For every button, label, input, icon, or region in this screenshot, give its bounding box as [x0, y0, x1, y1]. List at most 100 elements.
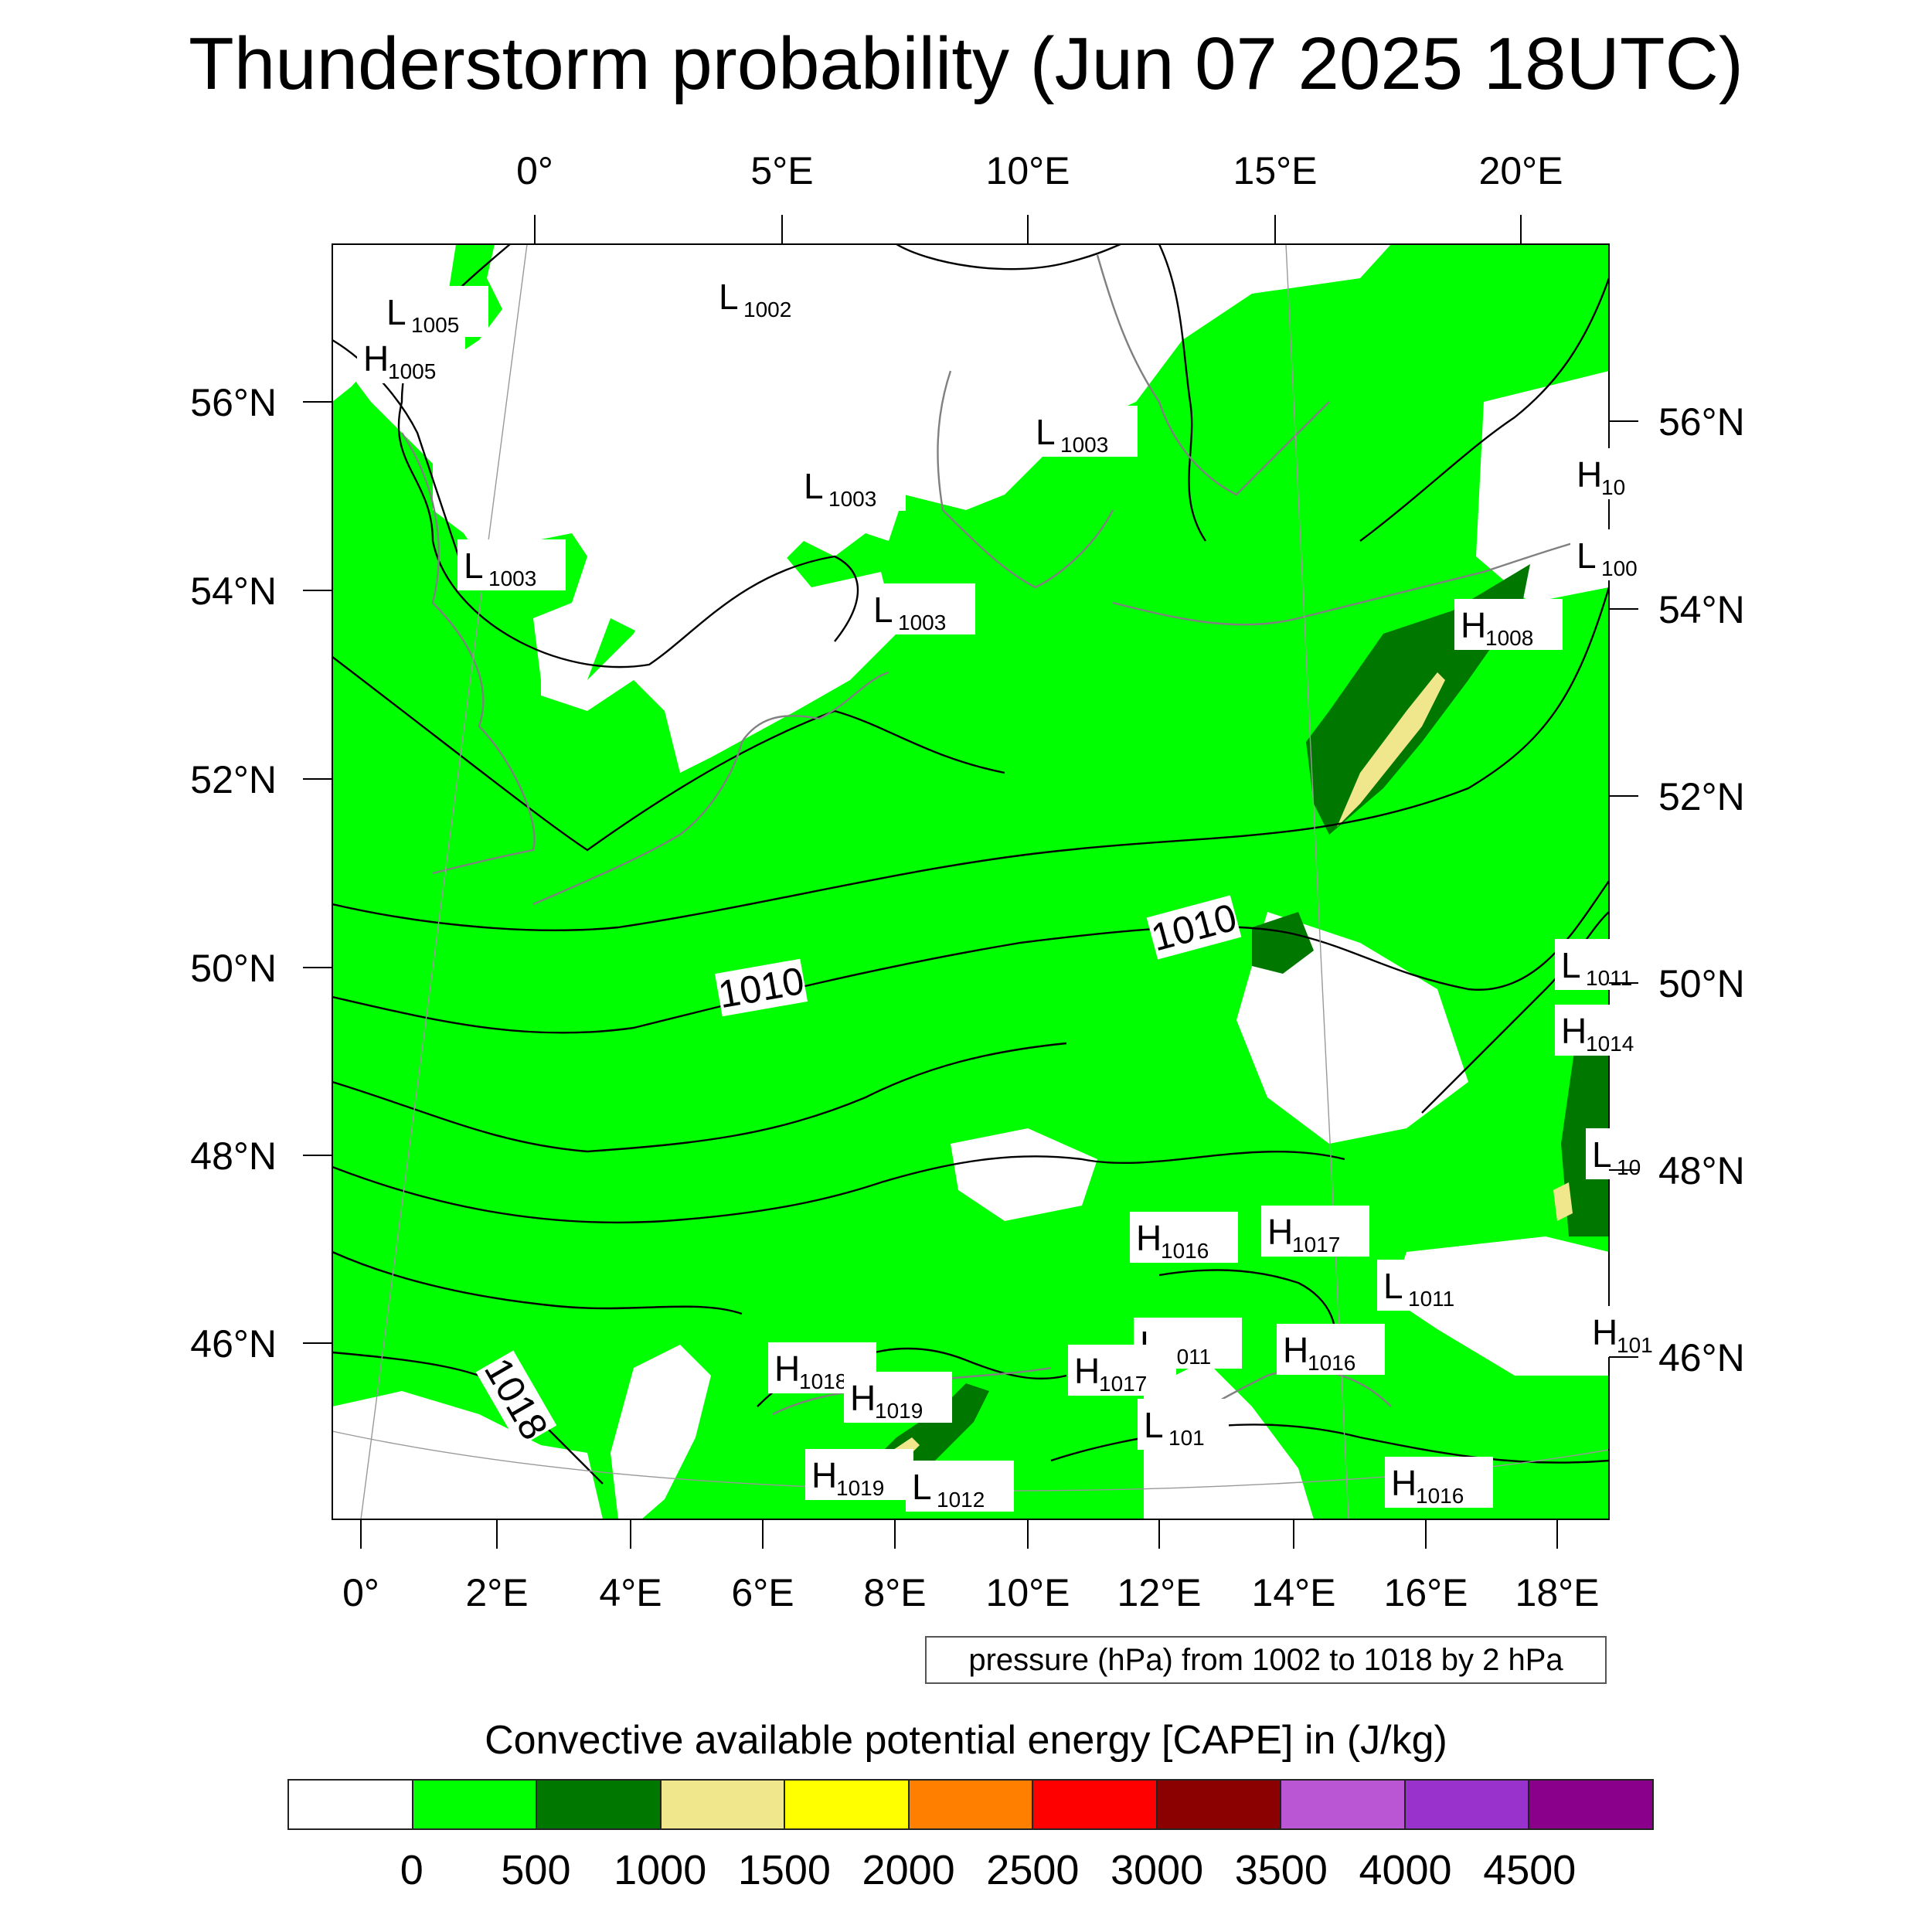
- isobar-6: [332, 1151, 1345, 1224]
- pressure-center-bg: [1570, 529, 1662, 580]
- pressure-center-letter: H: [1461, 605, 1486, 645]
- pressure-center-value: 1016: [1161, 1239, 1209, 1263]
- pressure-center-value: 1017: [1292, 1233, 1340, 1257]
- pressure-center-bg: [457, 539, 566, 590]
- pressure-center-bg: [1130, 1212, 1238, 1263]
- colorbar-label-6: 2500: [986, 1847, 1080, 1893]
- pressure-center-value: 1014: [1586, 1032, 1634, 1056]
- page-title: Thunderstorm probability (Jun 07 2025 18…: [189, 22, 1743, 105]
- pressure-center-letter: H: [1592, 1312, 1617, 1352]
- colorbar-box-1: [289, 1781, 413, 1828]
- pressure-center-letter: L: [804, 466, 824, 506]
- cape-dark-green-e3: [1561, 1020, 1609, 1236]
- pressure-center-letter: L: [1383, 1266, 1403, 1306]
- graticule-parallel-45: [332, 1430, 1610, 1492]
- pressure-center-low: L 1011: [1555, 939, 1663, 990]
- lat-left-label-6: 46°N: [190, 1322, 277, 1366]
- coast-baltic: [1112, 532, 1609, 626]
- isobar-4: [332, 880, 1609, 1034]
- colorbar-label-10: 4500: [1483, 1847, 1577, 1893]
- pressure-center-value: 1016: [1308, 1351, 1355, 1375]
- pressure-center-value: 1011: [1586, 966, 1632, 990]
- isobars: [332, 244, 1609, 1485]
- pressure-center-letter: L: [1592, 1134, 1612, 1175]
- pressure-center-value: 1008: [1485, 626, 1533, 650]
- coast-britain: [401, 432, 536, 875]
- pressure-center-letter: H: [1267, 1212, 1293, 1252]
- colorbar-label-7: 3000: [1111, 1847, 1204, 1893]
- lon-top-label-2: 5°E: [750, 149, 813, 192]
- isobar-15: [1359, 277, 1609, 542]
- colorbar-box-9: [1281, 1781, 1406, 1828]
- lon-bottom-label-1: 0°: [342, 1571, 379, 1614]
- pressure-center-bg: [805, 1449, 913, 1500]
- lat-left-label-4: 50°N: [190, 947, 277, 990]
- pressure-center-bg: [1138, 1399, 1229, 1450]
- pressure-center-bg: [1385, 1457, 1493, 1508]
- colorbar-box-7: [1033, 1781, 1158, 1828]
- axis-right: [1609, 420, 1638, 1358]
- coast-denmark: [937, 370, 1114, 589]
- lat-right-label-6: 46°N: [1658, 1336, 1745, 1379]
- pressure-center-value: 1012: [937, 1488, 985, 1512]
- pressure-center-value: 1011: [1408, 1287, 1454, 1311]
- colorbar: [287, 1779, 1654, 1830]
- graticule: [332, 243, 1610, 1520]
- colorbar-box-5: [785, 1781, 910, 1828]
- colorbar-label-4: 1500: [737, 1847, 831, 1893]
- pressure-center-letter: L: [464, 546, 484, 586]
- colorbar-box-2: [413, 1781, 538, 1828]
- lat-left-label-2: 54°N: [190, 570, 277, 613]
- pressure-center-letter: L: [1036, 412, 1056, 452]
- lon-top-label-4: 15°E: [1233, 149, 1318, 192]
- cape-white-s3: [951, 1128, 1097, 1221]
- lat-left-label-1: 56°N: [190, 381, 277, 424]
- lat-right-label-3: 52°N: [1658, 775, 1745, 818]
- pressure-center-bg: [380, 286, 488, 337]
- pressure-center-value: 1003: [488, 566, 536, 590]
- legend-title: Convective available potential energy [C…: [485, 1718, 1447, 1763]
- axis-bottom-labels: 0° 2°E 4°E 6°E 8°E 10°E 12°E 14°E 16°E 1…: [342, 1571, 1599, 1614]
- lon-top-label-5: 20°E: [1479, 149, 1563, 192]
- pressure-center-low: L 1011: [1377, 1260, 1485, 1311]
- lat-right-label-2: 54°N: [1658, 588, 1745, 631]
- isobar-2: [332, 656, 1005, 852]
- colorbar-box-10: [1405, 1781, 1530, 1828]
- pressure-center-bg: [713, 270, 821, 321]
- coast-continent: [532, 671, 889, 906]
- pressure-center-letter: H: [1136, 1218, 1162, 1258]
- pressure-center-value: 1005: [388, 359, 436, 383]
- pressure-center-value: 101: [1617, 1333, 1653, 1357]
- pressure-center-bg: [867, 583, 975, 634]
- pressure-center-value: 1003: [1060, 433, 1108, 457]
- lat-left-label-5: 48°N: [190, 1134, 277, 1178]
- pressure-center-letter: H: [1561, 1011, 1587, 1051]
- colorbar-label-1: 0: [400, 1847, 423, 1893]
- cape-khaki-east: [1337, 672, 1445, 827]
- colorbar-box-4: [661, 1781, 786, 1828]
- lon-bottom-label-10: 18°E: [1515, 1571, 1600, 1614]
- colorbar-label-8: 3500: [1234, 1847, 1328, 1893]
- pressure-center-low: L 10: [1586, 1128, 1660, 1179]
- axis-left: [303, 401, 332, 1344]
- lon-bottom-label-4: 6°E: [731, 1571, 794, 1614]
- isobar-3: [332, 587, 1609, 931]
- pressure-center-low: L 101: [1138, 1399, 1229, 1450]
- pressure-center-value: 100: [1601, 556, 1638, 580]
- axis-bottom: [360, 1519, 1558, 1549]
- colorbar-box-3: [537, 1781, 662, 1828]
- axis-top-labels: 0° 5°E 10°E 15°E 20°E: [516, 149, 1563, 192]
- pressure-center-letter: H: [1577, 454, 1602, 495]
- pressure-center-bg: [1555, 939, 1663, 990]
- pressure-center-bg: [1570, 448, 1645, 499]
- lat-right-label-4: 50°N: [1658, 962, 1745, 1005]
- pressure-center-letter: H: [1074, 1351, 1100, 1391]
- lon-bottom-label-2: 2°E: [465, 1571, 528, 1614]
- pressure-center-bg: [1555, 1005, 1663, 1056]
- pressure-center-value: 1019: [836, 1476, 884, 1500]
